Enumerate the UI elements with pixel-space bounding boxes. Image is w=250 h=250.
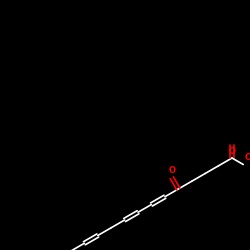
Text: O: O xyxy=(228,147,235,156)
Text: OH: OH xyxy=(244,152,250,162)
Text: O: O xyxy=(168,166,175,175)
